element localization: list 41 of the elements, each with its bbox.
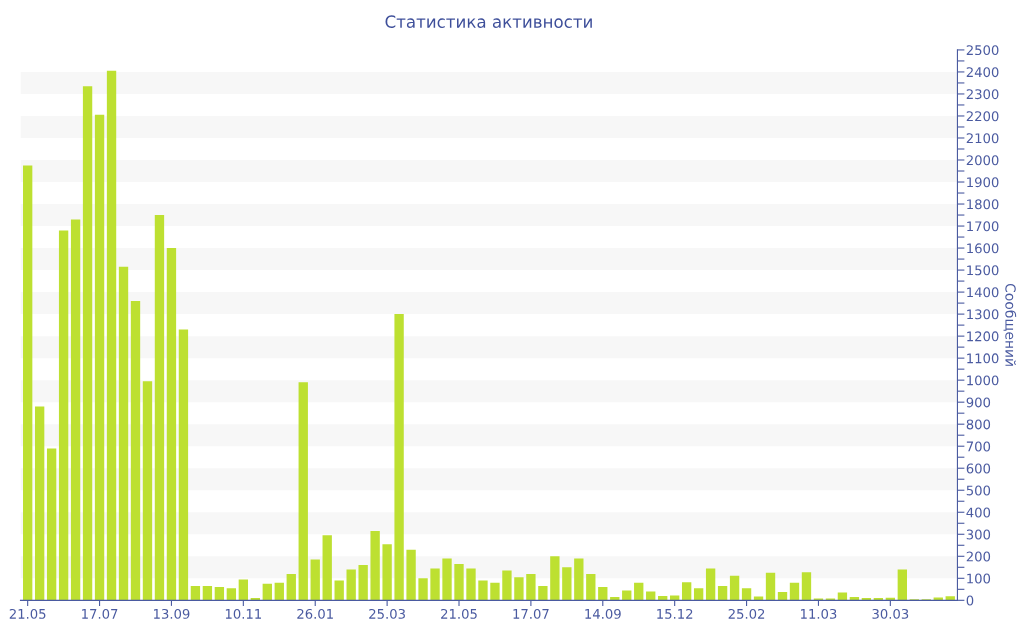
x-tick-label: 21.05 bbox=[441, 608, 477, 619]
y-tick-label: 2500 bbox=[966, 45, 999, 56]
y-tick-label: 300 bbox=[966, 529, 991, 540]
y-tick-label: 2300 bbox=[966, 89, 999, 100]
x-tick-label: 10.11 bbox=[225, 608, 262, 619]
x-tick-label: 17.07 bbox=[82, 608, 118, 619]
y-tick-label: 1600 bbox=[967, 243, 999, 254]
y-axis-title: Сообщений bbox=[1003, 283, 1017, 366]
y-tick-label: 800 bbox=[966, 419, 991, 430]
y-tick-label: 1100 bbox=[967, 353, 999, 364]
y-tick-label: 1900 bbox=[967, 177, 999, 188]
y-tick-label: 200 bbox=[966, 551, 991, 562]
x-tick-label: 25.02 bbox=[728, 608, 765, 619]
y-tick-label: 2200 bbox=[966, 111, 999, 122]
y-tick-label: 0 bbox=[966, 595, 974, 606]
y-tick-label: 1800 bbox=[967, 199, 999, 210]
x-tick-label: 13.09 bbox=[154, 608, 190, 619]
x-tick-label: 26.01 bbox=[297, 608, 333, 619]
y-tick-label: 1300 bbox=[967, 309, 999, 320]
y-tick-label: 1000 bbox=[967, 375, 999, 386]
x-tick-label: 21.05 bbox=[9, 608, 46, 619]
y-tick-label: 900 bbox=[966, 397, 991, 408]
y-tick-label: 1200 bbox=[967, 331, 999, 342]
y-tick-label: 2400 bbox=[966, 67, 999, 78]
y-tick-label: 600 bbox=[966, 463, 991, 474]
x-tick-label: 15.12 bbox=[657, 608, 693, 619]
x-tick-label: 11.03 bbox=[801, 608, 837, 619]
y-tick-label: 1500 bbox=[967, 265, 999, 276]
x-tick-label: 25.03 bbox=[369, 608, 405, 619]
x-tick-label: 17.07 bbox=[513, 608, 549, 619]
y-tick-label: 400 bbox=[966, 507, 991, 518]
x-tick-label: 30.03 bbox=[872, 608, 909, 619]
y-tick-label: 1400 bbox=[967, 287, 999, 298]
x-tick-label: 14.09 bbox=[585, 608, 621, 619]
y-tick-label: 2100 bbox=[966, 133, 999, 144]
y-tick-label: 1700 bbox=[967, 221, 999, 232]
y-tick-label: 2000 bbox=[966, 155, 999, 166]
y-tick-label: 700 bbox=[966, 441, 991, 452]
y-tick-label: 500 bbox=[966, 485, 991, 496]
chart-title: Статистика активности bbox=[385, 15, 592, 28]
y-tick-label: 100 bbox=[967, 573, 991, 584]
